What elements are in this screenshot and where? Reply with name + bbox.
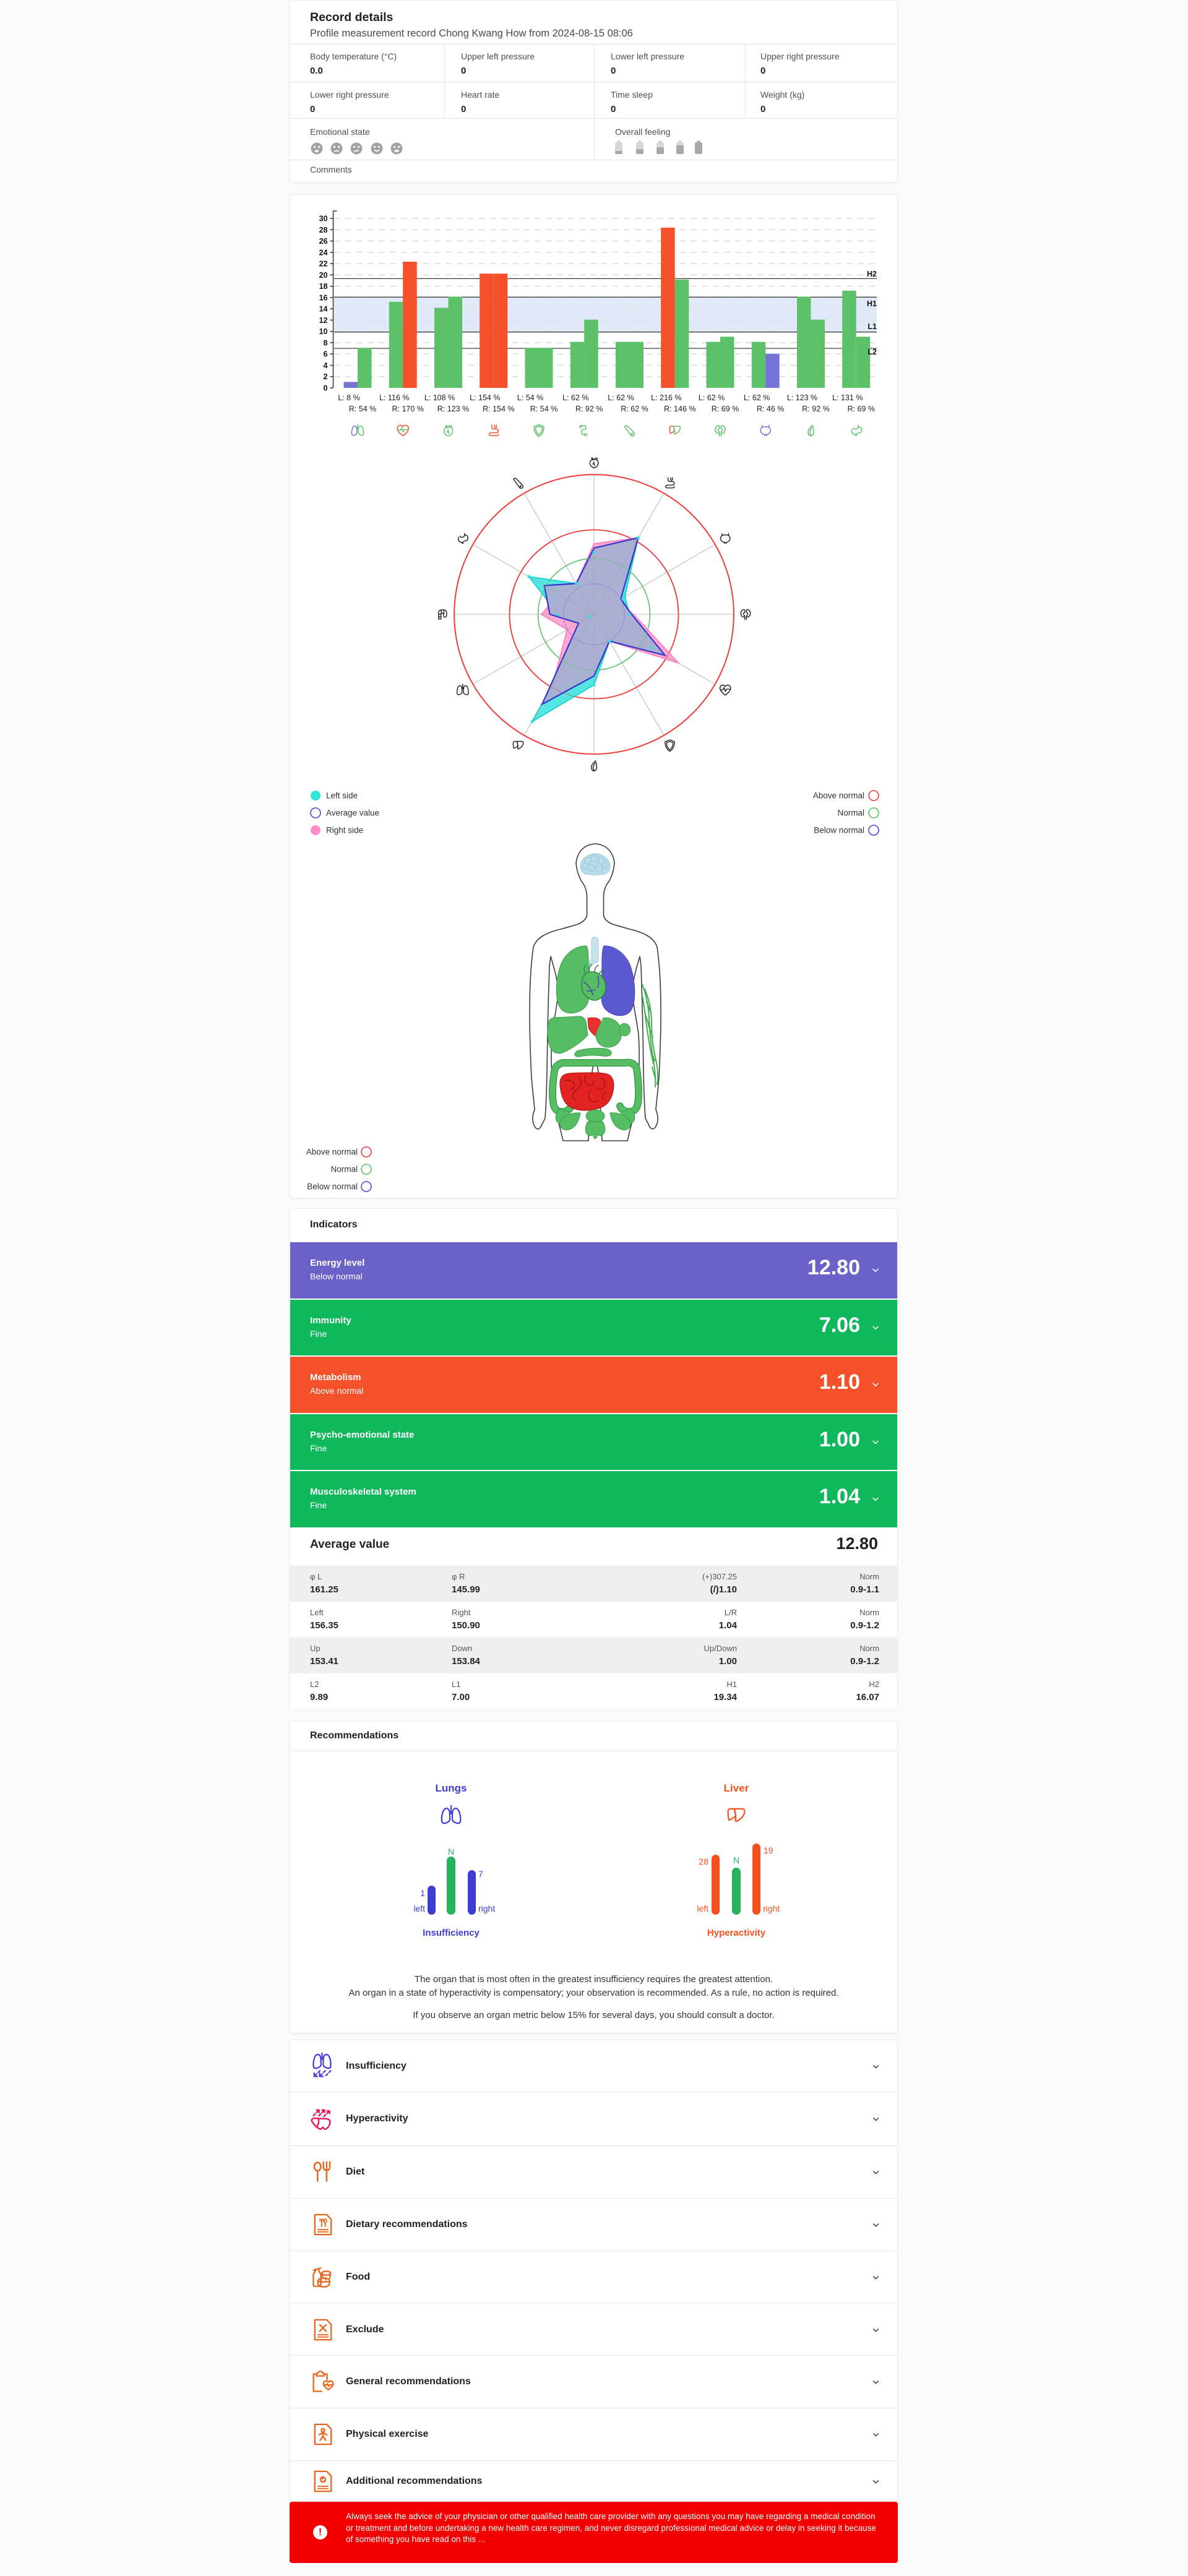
svg-text:L: 62 %: L: 62 %	[699, 393, 725, 402]
svg-text:16: 16	[319, 293, 328, 302]
svg-text:L: 108 %: L: 108 %	[424, 393, 455, 402]
svg-text:Right side: Right side	[326, 826, 363, 835]
svg-text:28: 28	[319, 226, 328, 234]
svg-text:L: 216 %: L: 216 %	[651, 393, 681, 402]
svg-text:R: 170 %: R: 170 %	[392, 405, 423, 413]
svg-text:L1: L1	[867, 322, 877, 331]
svg-text:4: 4	[324, 361, 328, 370]
svg-text:R: 46 %: R: 46 %	[757, 405, 784, 413]
svg-text:L: 54 %: L: 54 %	[517, 393, 543, 402]
svg-text:L: 123 %: L: 123 %	[787, 393, 817, 402]
svg-text:L: 62 %: L: 62 %	[562, 393, 588, 402]
svg-text:22: 22	[319, 260, 328, 268]
svg-text:R: 154 %: R: 154 %	[483, 405, 514, 413]
svg-text:R: 92 %: R: 92 %	[575, 405, 603, 413]
svg-text:R: 146 %: R: 146 %	[664, 405, 695, 413]
svg-text:18: 18	[319, 282, 328, 291]
svg-text:Below normal: Below normal	[814, 826, 864, 835]
svg-text:14: 14	[319, 305, 328, 314]
svg-text:R: 54 %: R: 54 %	[530, 405, 557, 413]
svg-text:L: 154 %: L: 154 %	[470, 393, 500, 402]
svg-text:L: 62 %: L: 62 %	[744, 393, 770, 402]
svg-text:24: 24	[319, 248, 328, 257]
svg-text:H2: H2	[867, 270, 877, 278]
svg-text:R: 69 %: R: 69 %	[848, 405, 875, 413]
svg-text:Left side: Left side	[326, 791, 358, 801]
svg-text:Normal: Normal	[837, 809, 864, 818]
svg-text:30: 30	[319, 215, 328, 223]
svg-text:L: 62 %: L: 62 %	[608, 393, 634, 402]
svg-text:12: 12	[319, 316, 328, 325]
svg-text:26: 26	[319, 237, 328, 246]
svg-text:R: 54 %: R: 54 %	[349, 405, 376, 413]
svg-text:Below normal: Below normal	[307, 1182, 358, 1191]
svg-text:R: 92 %: R: 92 %	[802, 405, 829, 413]
svg-text:L: 131 %: L: 131 %	[832, 393, 863, 402]
svg-text:Above normal: Above normal	[306, 1148, 358, 1157]
svg-text:20: 20	[319, 271, 328, 280]
svg-text:0: 0	[324, 384, 328, 393]
svg-text:6: 6	[324, 350, 328, 359]
svg-text:2: 2	[324, 372, 328, 381]
svg-text:L: 8 %: L: 8 %	[338, 393, 359, 402]
svg-text:L: 116 %: L: 116 %	[379, 393, 409, 402]
svg-text:Above normal: Above normal	[813, 791, 864, 801]
svg-text:Average value: Average value	[326, 809, 379, 818]
svg-text:8: 8	[324, 339, 328, 348]
svg-text:Normal: Normal	[330, 1165, 358, 1174]
svg-text:R: 123 %: R: 123 %	[437, 405, 469, 413]
svg-text:10: 10	[319, 327, 328, 336]
svg-text:R: 62 %: R: 62 %	[621, 405, 648, 413]
svg-text:R: 69 %: R: 69 %	[712, 405, 739, 413]
svg-text:H1: H1	[867, 299, 877, 308]
svg-text:L2: L2	[867, 348, 877, 356]
